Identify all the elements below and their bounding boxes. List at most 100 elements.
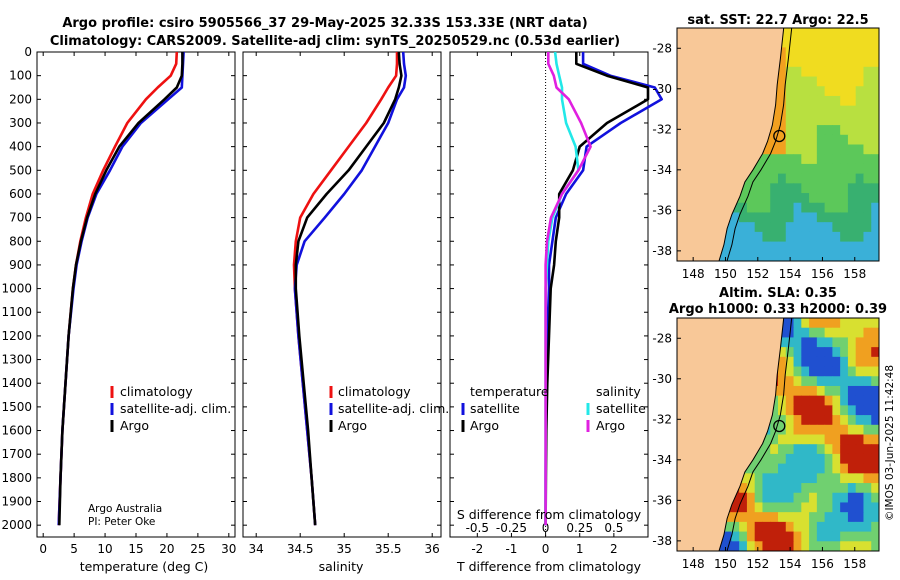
map-cell: [770, 125, 779, 136]
map-cell: [809, 473, 818, 484]
map-cell: [793, 356, 802, 368]
lon-tick-label: 148: [682, 267, 705, 281]
map-cell: [785, 134, 795, 145]
s-tick-label: 0.5: [604, 521, 623, 535]
map-cell: [847, 376, 857, 387]
map-cell: [793, 163, 802, 175]
map-cell: [778, 115, 787, 126]
map-cell: [863, 541, 872, 552]
map-cell: [871, 66, 880, 78]
map-cell: [809, 347, 818, 358]
map-cell: [832, 202, 841, 213]
map-cell: [855, 453, 864, 465]
map-cell: [778, 66, 787, 78]
map-cell: [762, 241, 771, 252]
lon-tick-label: 152: [746, 557, 769, 571]
map-cell: [871, 144, 880, 155]
map-cell: [746, 212, 756, 223]
map-cell: [785, 125, 795, 136]
map-cell: [816, 541, 826, 552]
x-tick-label: 1: [576, 542, 584, 556]
map-cell: [855, 163, 864, 175]
map-cell: [840, 337, 849, 348]
argo-location-marker: [773, 419, 786, 433]
map-cell: [778, 531, 787, 542]
map-cell: [824, 193, 833, 204]
map-cell: [840, 356, 849, 368]
map-cell: [809, 318, 818, 329]
map-cell: [793, 134, 802, 145]
series-line-t-argo: [544, 52, 650, 526]
map-cell: [855, 376, 864, 387]
map-cell: [871, 415, 880, 426]
map-cell: [754, 521, 763, 533]
map-cell: [754, 531, 763, 542]
map-cell: [824, 144, 833, 155]
map-cell: [855, 222, 864, 233]
map-cell: [785, 424, 795, 435]
map-cell: [785, 163, 795, 175]
map-cell: [809, 327, 818, 338]
map-cell: [832, 86, 841, 97]
map-cell: [785, 76, 795, 87]
y-tick-label: 1000: [1, 282, 32, 296]
map-cell: [855, 231, 864, 243]
temperature-panel: 0100200300400500600700800900100011001200…: [1, 45, 236, 556]
x-tick-label: -2: [471, 542, 483, 556]
map-cell: [840, 37, 849, 48]
map-cell: [746, 531, 756, 542]
x-tick-label: 34: [249, 542, 264, 556]
map-cell: [832, 134, 841, 145]
lat-tick-label: -38: [652, 534, 672, 548]
lat-tick-label: -32: [652, 122, 672, 136]
map-cell: [847, 512, 857, 523]
map-cell: [785, 356, 795, 368]
y-tick-label: 200: [9, 92, 32, 106]
map-cell: [731, 212, 740, 223]
map-cell: [816, 376, 826, 387]
map-cell: [809, 202, 818, 213]
map-cell: [847, 473, 857, 484]
x-tick-label: 20: [159, 542, 174, 556]
map-cell: [832, 502, 841, 513]
map-cell: [847, 134, 857, 145]
map-cell: [824, 318, 833, 329]
map-cell: [816, 453, 826, 465]
map-cell: [847, 444, 857, 455]
map-cell: [840, 134, 849, 145]
map-cell: [785, 105, 795, 116]
y-tick-label: 1800: [1, 471, 32, 485]
map-cell: [801, 222, 810, 233]
map-cell: [746, 492, 756, 503]
map-cell: [801, 115, 810, 126]
map-cell: [793, 28, 802, 39]
map-cell: [816, 463, 826, 474]
map-cell: [723, 251, 732, 262]
map-cell: [832, 531, 841, 542]
y-tick-label: 1600: [1, 424, 32, 438]
map-cell: [816, 115, 826, 126]
map-cell: [762, 173, 771, 184]
legend-text: satellite-adj. clim.: [338, 401, 449, 416]
map-cell: [801, 337, 810, 348]
map-cell: [770, 415, 779, 426]
map-cell: [863, 66, 872, 78]
map-cell: [871, 318, 880, 329]
map-cell: [770, 231, 779, 243]
map-cell: [816, 66, 826, 78]
map-cell: [847, 66, 857, 78]
map-cell: [863, 521, 872, 533]
map-cell: [809, 222, 818, 233]
map-cell: [816, 212, 826, 223]
map-cell: [754, 212, 763, 223]
map-cell: [816, 502, 826, 513]
map-cell: [832, 376, 841, 387]
map-cell: [871, 47, 880, 58]
map-cell: [863, 222, 872, 233]
map-cell: [809, 212, 818, 223]
map-cell: [824, 154, 833, 165]
map-cell: [832, 154, 841, 165]
map-cell: [793, 193, 802, 204]
map-cell: [855, 512, 864, 523]
map-cell: [824, 125, 833, 136]
